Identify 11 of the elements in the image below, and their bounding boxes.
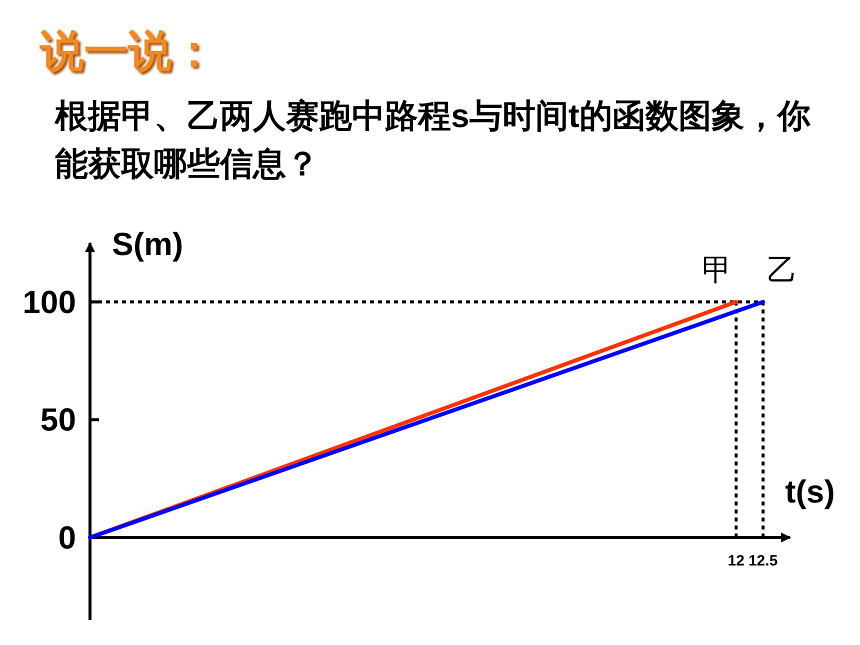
x-axis-title: t(s): [785, 474, 835, 510]
x-tick-label: 12.5: [748, 552, 778, 570]
x-tick-label: 12: [728, 552, 744, 570]
series-label: 乙: [767, 254, 798, 287]
chart-subtitle: 根据甲、乙两人赛跑中路程s与时间t的函数图象，你能获取哪些信息？: [55, 96, 812, 184]
y-tick-label: 50: [40, 402, 76, 438]
y-axis-title: S(m): [112, 226, 184, 262]
y-tick-label: 0: [58, 520, 76, 556]
chart-title: 说一说：: [40, 26, 216, 78]
y-tick-label: 100: [22, 284, 76, 320]
series-label: 甲: [702, 254, 732, 287]
